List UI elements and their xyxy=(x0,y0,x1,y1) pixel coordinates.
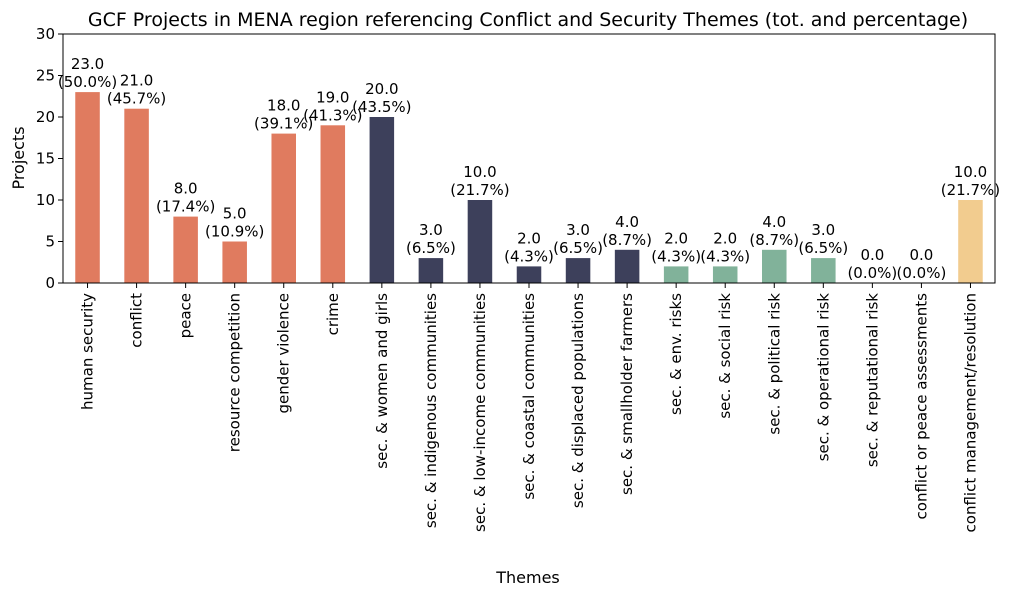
x-tick-label: conflict management/resolution xyxy=(961,293,979,532)
bar xyxy=(222,241,247,283)
y-axis-label: Projects xyxy=(9,126,28,189)
bar-percent-label: (4.3%) xyxy=(700,247,750,265)
bar-percent-label: (17.4%) xyxy=(156,198,215,216)
y-tick-label: 10 xyxy=(36,191,55,209)
plot-frame xyxy=(62,33,996,284)
bar-percent-label: (21.7%) xyxy=(941,181,1000,199)
y-tick-label: 5 xyxy=(45,233,55,251)
x-tick-label: crime xyxy=(324,293,342,335)
x-tick-label: sec. & operational risk xyxy=(814,293,832,462)
bar-value-label: 4.0 xyxy=(615,213,639,231)
bar xyxy=(124,108,149,283)
bar xyxy=(712,266,738,283)
bar xyxy=(467,200,493,283)
bar xyxy=(565,258,591,283)
bar-value-label: 3.0 xyxy=(419,221,443,239)
x-tick-label: sec. & women and girls xyxy=(373,293,391,469)
bar-value-label: 3.0 xyxy=(566,221,590,239)
bar-percent-label: (43.5%) xyxy=(352,98,411,116)
bar-value-label: 0.0 xyxy=(860,246,884,264)
bar-percent-label: (45.7%) xyxy=(107,90,166,108)
bar-percent-label: (50.0%) xyxy=(58,73,117,91)
bar xyxy=(75,92,100,283)
bar xyxy=(811,258,836,283)
bar-value-label: 2.0 xyxy=(664,229,688,247)
bar-value-label: 4.0 xyxy=(762,213,786,231)
bar xyxy=(516,266,542,283)
y-tick-label: 0 xyxy=(45,274,55,292)
bar-value-label: 10.0 xyxy=(954,163,987,181)
bar-value-label: 20.0 xyxy=(365,80,398,98)
x-axis-label: Themes xyxy=(495,568,560,587)
x-tick-label: human security xyxy=(79,293,97,410)
x-tick-label: peace xyxy=(177,293,195,338)
bar xyxy=(958,200,983,283)
bar-value-label: 23.0 xyxy=(71,55,104,73)
bar-percent-label: (21.7%) xyxy=(450,181,509,199)
bar-percent-label: (4.3%) xyxy=(504,247,554,265)
x-tick-label: sec. & coastal communities xyxy=(520,293,538,500)
bar xyxy=(369,117,395,283)
bar-percent-label: (41.3%) xyxy=(303,106,362,124)
bar xyxy=(320,125,346,283)
chart-title: GCF Projects in MENA region referencing … xyxy=(88,9,968,31)
bar-percent-label: (39.1%) xyxy=(254,115,313,133)
bar-percent-label: (8.7%) xyxy=(749,231,799,249)
bar-percent-label: (8.7%) xyxy=(602,231,652,249)
bar-percent-label: (4.3%) xyxy=(651,247,701,265)
bar-percent-label: (0.0%) xyxy=(897,264,947,282)
bar-value-label: 19.0 xyxy=(316,88,349,106)
x-tick-label: sec. & social risk xyxy=(716,293,734,419)
bar xyxy=(173,216,198,283)
x-tick-label: sec. & political risk xyxy=(765,293,783,435)
y-tick-label: 25 xyxy=(36,67,55,85)
x-axis: human security conflict peace resource comp… xyxy=(79,283,979,532)
x-tick-label: sec. & indigenous communities xyxy=(422,293,440,528)
y-axis: 0 5 10 15 20 25 30 xyxy=(36,25,63,292)
bar-percent-label: (6.5%) xyxy=(798,239,848,257)
bar-value-label: 8.0 xyxy=(174,180,198,198)
bar-percent-label: (0.0%) xyxy=(847,264,897,282)
bars-group xyxy=(75,92,983,283)
bar-value-label: 21.0 xyxy=(120,72,153,90)
bar-value-label: 2.0 xyxy=(517,229,541,247)
bar-percent-label: (6.5%) xyxy=(406,239,456,257)
x-tick-label: resource competition xyxy=(226,293,244,452)
x-tick-label: sec. & low-income communities xyxy=(471,293,489,532)
bar xyxy=(418,258,444,283)
bar-value-label: 0.0 xyxy=(909,246,933,264)
data-labels-group: 23.0(50.0%) 21.0(45.7%) 8.0(17.4%) 5.0(10.9… xyxy=(58,55,1000,282)
bar-value-label: 18.0 xyxy=(267,97,300,115)
bar-value-label: 2.0 xyxy=(713,229,737,247)
x-tick-label: sec. & env. risks xyxy=(667,293,685,415)
bar-percent-label: (10.9%) xyxy=(205,223,264,241)
x-tick-label: sec. & smallholder farmers xyxy=(618,293,636,495)
y-tick-label: 30 xyxy=(36,25,55,43)
x-tick-label: gender violence xyxy=(275,293,293,414)
bar-value-label: 3.0 xyxy=(811,221,835,239)
x-tick-label: sec. & reputational risk xyxy=(863,293,881,467)
bar-percent-label: (6.5%) xyxy=(553,239,603,257)
bar xyxy=(614,249,640,283)
bar xyxy=(762,249,787,283)
y-tick-label: 15 xyxy=(36,150,55,168)
x-tick-label: conflict xyxy=(128,293,146,348)
bar xyxy=(271,133,296,283)
x-tick-label: sec. & displaced populations xyxy=(569,293,587,508)
bar-value-label: 5.0 xyxy=(223,205,247,223)
bar-value-label: 10.0 xyxy=(463,163,496,181)
bar xyxy=(663,266,689,283)
x-tick-label: conflict or peace assessments xyxy=(912,293,930,520)
y-tick-label: 20 xyxy=(36,108,55,126)
